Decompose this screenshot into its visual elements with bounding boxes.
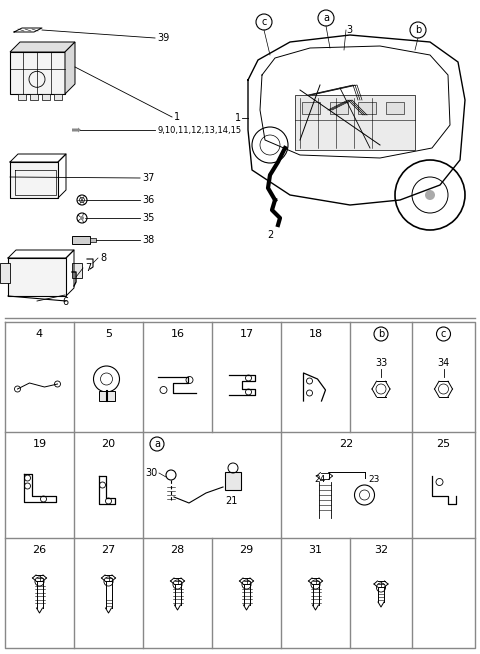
Bar [330, 102, 348, 114]
Text: b: b [415, 25, 421, 35]
Text: 37: 37 [142, 173, 155, 183]
Bar [18, 94, 26, 100]
Text: 23: 23 [369, 475, 380, 485]
FancyArrow shape [72, 128, 81, 133]
Text: 19: 19 [33, 439, 47, 449]
Circle shape [425, 190, 435, 200]
Polygon shape [10, 42, 75, 52]
Text: 35: 35 [142, 213, 155, 223]
Text: 33: 33 [375, 358, 387, 368]
Text: 1: 1 [174, 112, 180, 122]
Bar [98, 391, 115, 401]
Text: 4: 4 [36, 329, 43, 339]
Text: 9,10,11,12,13,14,15: 9,10,11,12,13,14,15 [157, 126, 241, 135]
Bar [386, 102, 404, 114]
Bar [90, 238, 96, 242]
Text: 1: 1 [235, 113, 241, 123]
Text: 28: 28 [170, 545, 185, 555]
Text: 8: 8 [100, 253, 106, 263]
Bar [30, 94, 38, 100]
Bar [10, 52, 65, 94]
Text: 24: 24 [314, 475, 326, 485]
Bar [72, 236, 90, 244]
Text: 5: 5 [105, 329, 112, 339]
Text: 36: 36 [142, 195, 154, 205]
Bar [302, 102, 320, 114]
Circle shape [80, 216, 84, 220]
Text: 17: 17 [240, 329, 253, 339]
Text: 2: 2 [267, 230, 273, 240]
Bar [295, 95, 415, 150]
Text: 6: 6 [62, 297, 68, 307]
Text: 26: 26 [33, 545, 47, 555]
Text: a: a [154, 439, 160, 449]
Text: 29: 29 [240, 545, 253, 555]
Text: c: c [261, 17, 267, 27]
Text: 22: 22 [339, 439, 354, 449]
Bar [358, 102, 376, 114]
Text: 38: 38 [142, 235, 154, 245]
Text: 34: 34 [437, 358, 450, 368]
Text: a: a [323, 13, 329, 23]
Bar [8, 258, 66, 296]
Text: 20: 20 [101, 439, 116, 449]
Bar [54, 94, 62, 100]
Text: 3: 3 [346, 25, 352, 35]
Bar [0, 263, 10, 283]
Text: 30: 30 [145, 468, 157, 478]
Bar [72, 263, 82, 278]
Text: 39: 39 [157, 33, 169, 43]
Text: 21: 21 [225, 496, 237, 506]
Text: 18: 18 [309, 329, 323, 339]
Bar [42, 94, 50, 100]
Text: 27: 27 [101, 545, 116, 555]
Text: c: c [441, 329, 446, 339]
Bar [225, 472, 241, 490]
Text: 32: 32 [374, 545, 388, 555]
Text: 16: 16 [170, 329, 184, 339]
Text: 7: 7 [85, 263, 91, 273]
Polygon shape [65, 42, 75, 94]
Text: b: b [378, 329, 384, 339]
Bar [10, 162, 58, 198]
Text: 31: 31 [309, 545, 323, 555]
Text: 25: 25 [436, 439, 451, 449]
